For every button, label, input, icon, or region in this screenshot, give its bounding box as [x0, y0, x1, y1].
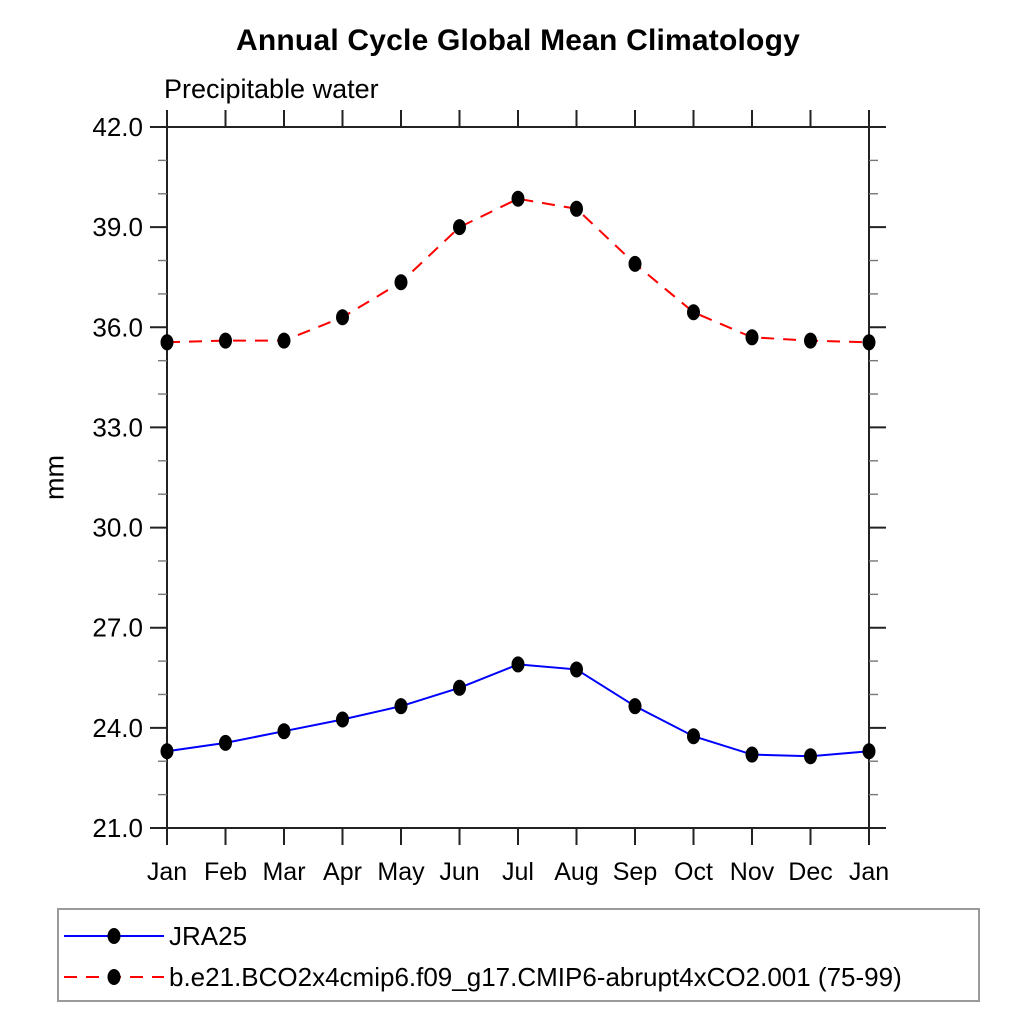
data-point-marker-1 [687, 304, 700, 321]
y-tick-label: 21.0 [92, 813, 143, 843]
x-tick-label: Oct [674, 858, 713, 886]
data-point-marker-1 [511, 190, 525, 207]
data-point-marker-1 [804, 332, 817, 349]
data-point-marker-0 [511, 656, 525, 673]
legend-item-model: b.e21.BCO2x4cmip6.f09_g17.CMIP6-abrupt4x… [59, 961, 902, 992]
data-point-marker-1 [745, 329, 759, 346]
x-tick-label: Jan [147, 858, 187, 886]
series-line-0 [166, 663, 870, 758]
data-point-marker-0 [160, 743, 174, 760]
y-tick-label: 27.0 [92, 613, 143, 643]
data-point-marker-0 [862, 743, 876, 760]
x-tick-label: Nov [730, 858, 775, 886]
data-point-marker-1 [336, 309, 349, 326]
legend-marker-icon [107, 969, 121, 985]
data-point-marker-1 [394, 274, 408, 291]
data-point-marker-0 [804, 748, 817, 765]
x-tick-label: Jul [502, 858, 534, 886]
data-point-marker-0 [453, 679, 466, 696]
data-point-marker-1 [160, 334, 174, 351]
plot-area: 21.0 24.0 27.0 30.0 33.0 36.0 39.0 42.0 Jan Feb Ma… [92, 110, 889, 886]
data-point-marker-0 [394, 698, 408, 715]
data-point-marker-0 [219, 734, 232, 751]
legend-line-sample-solid [64, 928, 164, 944]
legend-label: JRA25 [169, 920, 248, 951]
series-line-1 [166, 197, 870, 344]
data-point-marker-0 [570, 661, 583, 678]
x-tick-label: Mar [262, 858, 305, 886]
data-point-marker-1 [277, 332, 291, 349]
y-tick-label: 36.0 [92, 312, 143, 342]
y-tick-label: 33.0 [92, 412, 143, 442]
data-point-marker-0 [336, 711, 349, 728]
legend-marker-icon [107, 928, 121, 944]
y-tick-label: 42.0 [92, 112, 143, 142]
x-tick-label: Dec [788, 858, 832, 886]
data-point-marker-0 [687, 728, 700, 745]
chart-title: Annual Cycle Global Mean Climatology [236, 24, 800, 57]
data-point-marker-1 [570, 200, 583, 217]
legend-label: b.e21.BCO2x4cmip6.f09_g17.CMIP6-abrupt4x… [169, 961, 902, 992]
data-point-marker-0 [745, 746, 759, 763]
plot-frame [166, 126, 870, 829]
data-point-marker-0 [277, 723, 291, 740]
data-point-marker-1 [862, 334, 876, 351]
data-point-marker-1 [628, 255, 642, 272]
chart-subtitle: Precipitable water [164, 74, 379, 104]
x-tick-label: Aug [554, 858, 598, 886]
legend-item-jra25: JRA25 [59, 920, 248, 951]
y-tick-label: 39.0 [92, 212, 143, 242]
x-tick-label: Sep [613, 858, 657, 886]
legend-line-sample-dashed [64, 969, 164, 985]
y-tick-label: 24.0 [92, 713, 143, 743]
x-tick-label: Feb [204, 858, 247, 886]
x-tick-label: Jan [849, 858, 889, 886]
data-point-marker-1 [453, 219, 466, 236]
data-point-marker-1 [219, 332, 232, 349]
x-tick-label: May [377, 858, 425, 886]
legend-box: JRA25 b.e21.BCO2x4cmip6.f09_g17.CMIP6-ab… [57, 908, 980, 1002]
y-tick-label: 30.0 [92, 513, 143, 543]
x-tick-label: Jun [439, 858, 479, 886]
data-point-marker-0 [628, 698, 642, 715]
x-tick-label: Apr [323, 858, 362, 886]
